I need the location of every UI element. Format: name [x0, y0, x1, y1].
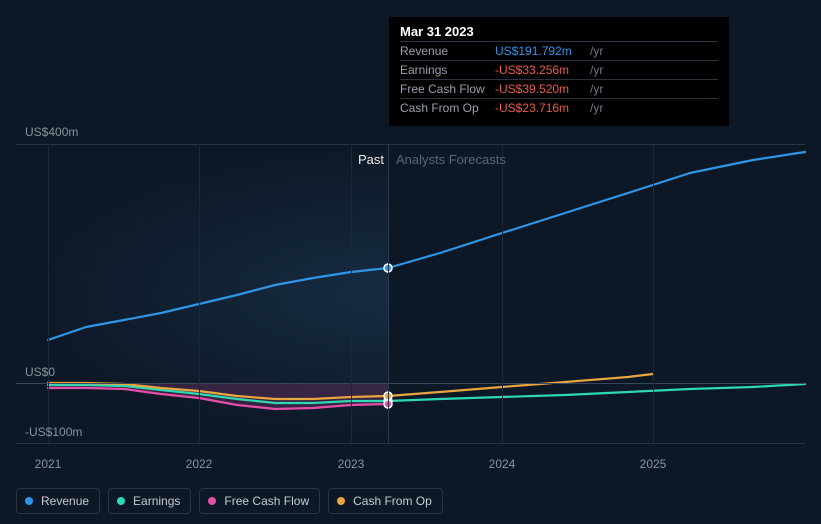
- section-divider: [388, 144, 389, 443]
- y-axis-label: -US$100m: [25, 425, 82, 439]
- x-axis-label: 2022: [186, 457, 213, 471]
- gridline-vertical: [653, 144, 654, 443]
- y-axis-label: US$400m: [25, 125, 78, 139]
- tooltip-row-value: -US$33.256m: [495, 63, 590, 77]
- tooltip-row-value: -US$39.520m: [495, 82, 590, 96]
- line-revenue: [48, 152, 805, 340]
- tooltip-row: Earnings-US$33.256m/yr: [400, 60, 718, 79]
- legend-item-revenue[interactable]: Revenue: [16, 488, 100, 514]
- tooltip-row: RevenueUS$191.792m/yr: [400, 41, 718, 60]
- legend-swatch: [208, 497, 216, 505]
- legend-swatch: [337, 497, 345, 505]
- legend-swatch: [117, 497, 125, 505]
- gridline-vertical: [351, 144, 352, 443]
- financial-chart: Past Analysts Forecasts US$400m US$0 -US$1…: [0, 0, 821, 524]
- tooltip-row-unit: /yr: [590, 44, 603, 58]
- gridline-vertical: [199, 144, 200, 443]
- grid-bottom: [16, 443, 805, 444]
- tooltip-row: Free Cash Flow-US$39.520m/yr: [400, 79, 718, 98]
- gridline-vertical: [502, 144, 503, 443]
- tooltip-title: Mar 31 2023: [400, 24, 718, 41]
- x-axis-label: 2023: [338, 457, 365, 471]
- tooltip-row-unit: /yr: [590, 101, 603, 115]
- legend-label: Earnings: [133, 494, 180, 508]
- label-past: Past: [358, 152, 384, 167]
- tooltip-row: Cash From Op-US$23.716m/yr: [400, 98, 718, 117]
- zero-line: [16, 383, 805, 384]
- legend: Revenue Earnings Free Cash Flow Cash From O…: [16, 488, 443, 514]
- tooltip-row-value: -US$23.716m: [495, 101, 590, 115]
- grid-top: [16, 144, 805, 145]
- tooltip-row-value: US$191.792m: [495, 44, 590, 58]
- tooltip-row-unit: /yr: [590, 82, 603, 96]
- legend-swatch: [25, 497, 33, 505]
- legend-item-free-cash-flow[interactable]: Free Cash Flow: [199, 488, 320, 514]
- y-axis-label: US$0: [25, 365, 55, 379]
- legend-item-earnings[interactable]: Earnings: [108, 488, 191, 514]
- x-axis-label: 2024: [489, 457, 516, 471]
- x-axis-label: 2021: [35, 457, 62, 471]
- label-forecast: Analysts Forecasts: [396, 152, 506, 167]
- gridline-vertical: [48, 144, 49, 443]
- x-axis-label: 2025: [640, 457, 667, 471]
- legend-label: Revenue: [41, 494, 89, 508]
- tooltip-row-label: Free Cash Flow: [400, 82, 495, 96]
- legend-label: Cash From Op: [353, 494, 432, 508]
- tooltip-row-label: Earnings: [400, 63, 495, 77]
- tooltip-row-label: Revenue: [400, 44, 495, 58]
- legend-item-cash-from-op[interactable]: Cash From Op: [328, 488, 443, 514]
- tooltip: Mar 31 2023 RevenueUS$191.792m/yrEarning…: [389, 17, 729, 126]
- legend-label: Free Cash Flow: [224, 494, 309, 508]
- tooltip-row-label: Cash From Op: [400, 101, 495, 115]
- tooltip-row-unit: /yr: [590, 63, 603, 77]
